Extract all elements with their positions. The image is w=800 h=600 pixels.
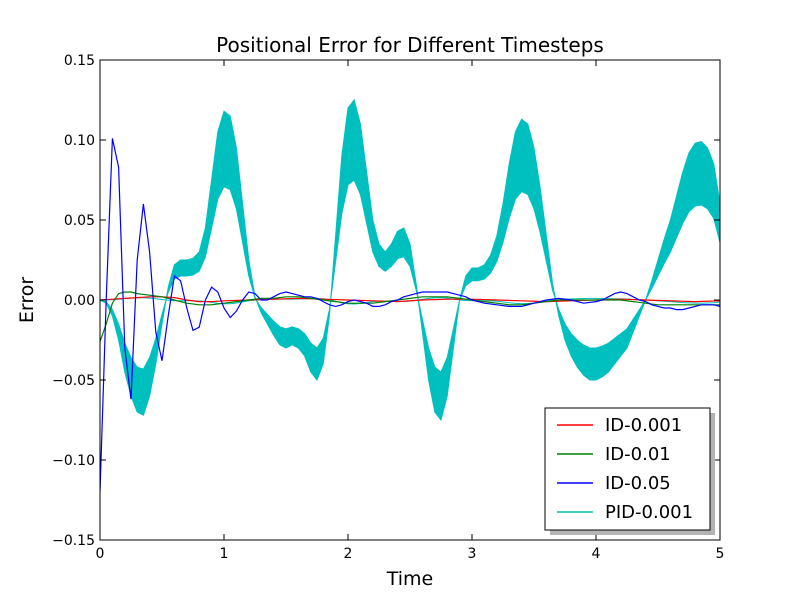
legend-label-pid-0-001: PID-0.001	[605, 502, 693, 523]
legend-label-id-0-001: ID-0.001	[605, 415, 682, 436]
y-tick-label: 0.15	[64, 53, 95, 69]
axes: 0 1 2 3 4 5 0.15 0.10 0.05 0.00 −0.05 −0.10 −0.15	[52, 53, 724, 562]
chart-title: Positional Error for Different Timesteps	[216, 33, 604, 57]
series-band-pid-0-001	[100, 98, 720, 422]
y-tick-label: −0.15	[52, 533, 95, 549]
legend-box	[544, 407, 711, 531]
y-tick-label: 0.00	[64, 293, 95, 309]
legend: ID-0.001 ID-0.01 ID-0.05 PID-0.001	[544, 407, 715, 535]
x-axis-label: Time	[386, 568, 434, 590]
y-tick-label: −0.05	[52, 373, 95, 389]
legend-label-id-0-05: ID-0.05	[605, 473, 671, 494]
x-tick-label: 4	[592, 546, 601, 562]
x-tick-label: 5	[716, 546, 725, 562]
plot-area	[100, 98, 720, 493]
y-tick-label: −0.10	[52, 453, 95, 469]
x-tick-label: 1	[220, 546, 229, 562]
y-tick-label: 0.10	[64, 133, 95, 149]
series-line-id-0-01	[100, 291, 720, 342]
series-line-id-0-05	[100, 138, 720, 493]
x-tick-label: 2	[344, 546, 353, 562]
y-axis-label: Error	[16, 277, 38, 324]
y-tick-label: 0.05	[64, 213, 95, 229]
legend-label-id-0-01: ID-0.01	[605, 444, 671, 465]
x-tick-label: 0	[96, 546, 105, 562]
x-tick-label: 3	[468, 546, 477, 562]
